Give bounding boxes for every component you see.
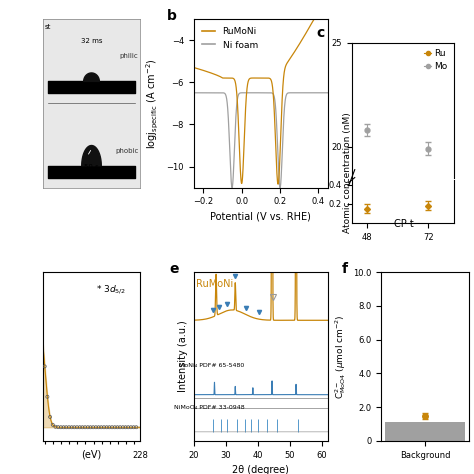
Text: philic: philic [119,53,138,59]
Point [60,423,67,431]
Point [98,423,105,431]
Text: MoNi₄ PDF# 65-5480: MoNi₄ PDF# 65-5480 [180,364,245,368]
Point [119,423,127,431]
Y-axis label: logj$_\mathrm{specific}$ (A cm$^{-2}$): logj$_\mathrm{specific}$ (A cm$^{-2}$) [145,58,161,149]
Y-axis label: C$_{\rm MoO4}^{2-}$ ($\mu$mol cm$^{-2}$): C$_{\rm MoO4}^{2-}$ ($\mu$mol cm$^{-2}$) [333,314,348,399]
Y-axis label: Intensity (a.u.): Intensity (a.u.) [178,320,188,392]
Point [55,423,62,431]
Point [95,423,102,431]
Point [100,423,108,431]
Point [82,423,89,431]
Point [124,423,132,431]
Point [73,423,81,431]
Point [133,423,140,431]
Point [52,423,59,430]
Point [41,363,48,370]
Legend: RuMoNi, Ni foam: RuMoNi, Ni foam [198,24,262,53]
Point [127,423,135,431]
Point [90,423,97,431]
Point [44,393,51,401]
Legend: Ru, Mo: Ru, Mo [422,47,449,73]
Text: st: st [45,24,51,30]
Point [106,423,113,431]
Text: 32 ms: 32 ms [81,38,102,44]
Text: RuMoNi: RuMoNi [196,279,234,289]
Text: phobic: phobic [115,147,138,154]
Point [114,423,121,431]
Point [63,423,70,431]
X-axis label: Potential (V vs. RHE): Potential (V vs. RHE) [210,212,311,222]
Point [87,423,94,431]
Polygon shape [82,146,101,166]
Text: (eV): (eV) [82,450,101,460]
Text: c: c [316,27,324,40]
Text: * $3d_{5/2}$: * $3d_{5/2}$ [96,283,127,296]
Point [76,423,83,431]
Point [46,413,54,421]
Point [57,423,64,431]
Text: Atomic concentration (nM): Atomic concentration (nM) [343,113,352,233]
Bar [385,422,465,441]
Text: b: b [167,9,177,23]
Point [68,423,75,431]
Point [84,423,91,431]
Point [130,423,137,431]
Point [92,423,100,431]
Point [122,423,129,431]
Polygon shape [84,73,100,82]
Text: 228: 228 [132,451,148,460]
Text: CP t: CP t [394,219,414,228]
Point [49,421,56,428]
Text: NiMoO₄ PDF# 33-0948: NiMoO₄ PDF# 33-0948 [174,405,245,410]
Text: 50 s: 50 s [84,164,99,171]
Point [65,423,73,431]
Text: e: e [170,262,179,276]
Point [108,423,116,431]
Point [116,423,124,431]
X-axis label: 2θ (degree): 2θ (degree) [232,465,289,474]
Point [111,423,118,431]
Point [71,423,78,431]
Point [103,423,110,431]
Text: f: f [342,262,348,276]
Point [79,423,86,431]
